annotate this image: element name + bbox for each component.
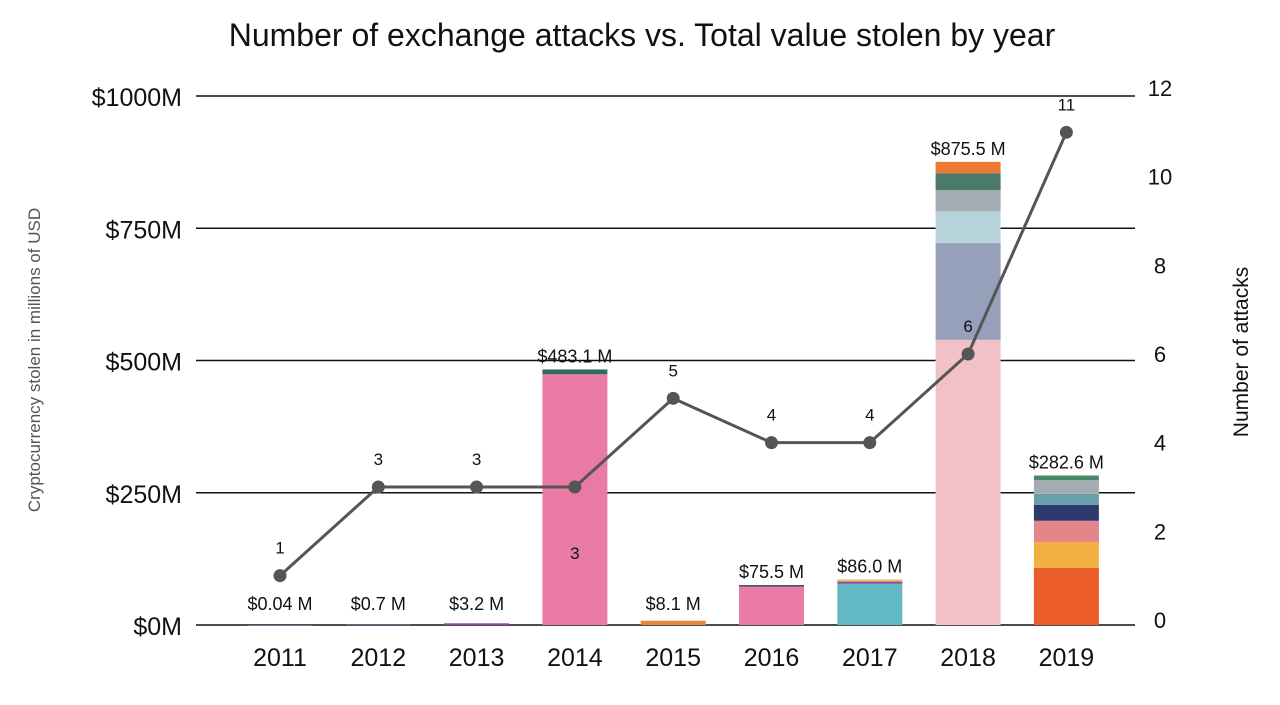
x-tick-label: 2015 <box>645 644 701 672</box>
attacks-point-2018 <box>961 347 975 361</box>
bar-total-label: $3.2 M <box>449 594 504 614</box>
bar-segment-2018 <box>935 211 1001 244</box>
bar-segment-2011 <box>247 624 313 626</box>
y-tick-label: $250M <box>106 481 182 509</box>
attacks-count-label: 3 <box>374 450 383 469</box>
attacks-count-label: 3 <box>570 544 579 563</box>
x-tick-label: 2011 <box>253 644 307 672</box>
bar-total-label: $483.1 M <box>537 346 612 366</box>
bar-segment-2014 <box>542 369 608 375</box>
bar-segment-2019 <box>1033 520 1099 542</box>
bar-segment-2014 <box>542 374 608 625</box>
y-tick-label: $0M <box>133 613 182 641</box>
y2-tick-label: 6 <box>1154 342 1166 367</box>
attacks-count-label: 4 <box>767 406 776 425</box>
x-tick-label: 2012 <box>350 644 406 672</box>
x-tick-label: 2017 <box>842 644 898 672</box>
bar-segment-2017 <box>837 581 903 584</box>
x-tick-label: 2016 <box>744 644 800 672</box>
attacks-point-2013 <box>470 480 484 494</box>
bar-segment-2019 <box>1033 493 1099 505</box>
bar-total-label: $0.04 M <box>247 594 312 614</box>
y2-tick-label: 8 <box>1154 253 1166 278</box>
bar-segment-2019 <box>1033 567 1099 625</box>
attacks-count-label: 1 <box>275 539 284 558</box>
y-tick-label: $500M <box>106 349 182 377</box>
bar-total-label: $282.6 M <box>1029 453 1104 473</box>
x-tick-label: 2014 <box>547 644 603 672</box>
bar-total-label: $86.0 M <box>837 557 902 577</box>
bar-segment-2018 <box>935 243 1001 340</box>
attacks-point-2016 <box>765 436 778 450</box>
y2-axis-label: Number of attacks <box>1230 267 1253 437</box>
bar-segment-2018 <box>935 339 1001 625</box>
bar-total-label: $75.5 M <box>739 562 804 582</box>
y-axis-label: Cryptocurrency stolen in millions of USD <box>25 208 44 512</box>
bar-segment-2016 <box>739 585 804 625</box>
bar-segment-2017 <box>837 583 903 625</box>
y2-tick-label: 0 <box>1154 608 1166 633</box>
y-tick-label: $750M <box>106 216 182 244</box>
bar-segment-2019 <box>1033 541 1099 568</box>
x-tick-label: 2018 <box>940 644 996 672</box>
bar-segment-2019 <box>1033 475 1099 481</box>
attacks-point-2017 <box>863 436 877 450</box>
x-tick-label: 2013 <box>449 644 505 672</box>
attacks-count-label: 6 <box>963 317 972 336</box>
y2-tick-label: 12 <box>1148 76 1172 101</box>
attacks-count-label: 11 <box>1058 95 1076 114</box>
attacks-count-label: 5 <box>668 361 677 380</box>
attacks-count-label: 3 <box>472 450 481 469</box>
y-tick-label: $1000M <box>92 84 182 112</box>
bar-segment-2013 <box>444 623 510 625</box>
attacks-point-2019 <box>1059 125 1073 139</box>
bar-segment-2018 <box>935 190 1001 212</box>
y2-tick-label: 2 <box>1154 519 1166 544</box>
bar-segment-2019 <box>1033 504 1099 521</box>
attacks-count-label: 4 <box>865 406 874 425</box>
bar-segment-2017 <box>837 579 903 582</box>
x-tick-label: 2019 <box>1039 644 1095 672</box>
bar-segment-2015 <box>640 620 706 625</box>
bar-segment-2012 <box>345 624 411 626</box>
bar-segment-2019 <box>1033 480 1099 494</box>
attacks-point-2014 <box>568 480 582 494</box>
attacks-point-2015 <box>666 391 680 405</box>
attacks-point-2012 <box>371 480 385 494</box>
y2-tick-label: 4 <box>1154 431 1166 456</box>
bar-segment-2016 <box>739 585 804 587</box>
bar-total-label: $875.5 M <box>931 139 1006 159</box>
chart-title: Number of exchange attacks vs. Total val… <box>229 17 1056 53</box>
bar-total-label: $8.1 M <box>646 594 701 614</box>
attacks-point-2011 <box>273 569 287 583</box>
bar-segment-2018 <box>935 161 1001 174</box>
bar-total-label: $0.7 M <box>351 594 406 614</box>
bar-segment-2018 <box>935 173 1001 191</box>
y2-tick-label: 10 <box>1148 165 1172 190</box>
